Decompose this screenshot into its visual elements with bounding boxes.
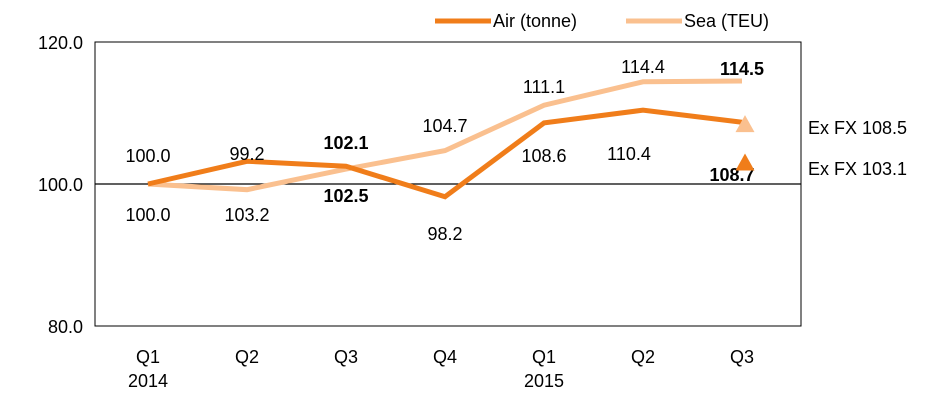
data-label-air: 110.4 — [607, 144, 651, 164]
data-label-sea: 114.5 — [720, 59, 764, 79]
y-tick-label: 100.0 — [38, 175, 83, 195]
data-label-sea: 114.4 — [621, 57, 665, 77]
legend-label: Sea (TEU) — [684, 11, 769, 31]
series-line-air — [147, 107, 743, 200]
legend-label: Air (tonne) — [493, 11, 577, 31]
x-tick-label: Q4 — [433, 347, 457, 367]
x-tick-label: Q1 2014 — [128, 347, 168, 391]
x-tick-label: Q2 — [235, 347, 259, 367]
x-tick-label: Q2 — [631, 347, 655, 367]
ex-fx-label: Ex FX 108.5 — [808, 118, 907, 138]
data-label-sea: 111.1 — [523, 77, 565, 97]
ex-fx-marker — [735, 153, 755, 171]
data-label-sea: 102.1 — [323, 133, 368, 153]
x-tick-label: Q3 — [334, 347, 358, 367]
data-label-sea: 100.0 — [125, 146, 170, 166]
ex-fx-marker — [735, 115, 755, 133]
x-tick-label: Q3 — [730, 347, 754, 367]
data-label-sea: 104.7 — [422, 116, 467, 136]
data-label-air: 100.0 — [125, 205, 170, 225]
data-label-air: 102.5 — [323, 186, 368, 206]
x-tick-label: Q1 2015 — [524, 347, 564, 391]
data-label-air: 103.2 — [224, 205, 269, 225]
series-line-sea — [147, 78, 743, 193]
data-label-air: 108.6 — [521, 146, 566, 166]
ex-fx-label: Ex FX 103.1 — [808, 159, 907, 179]
y-tick-label: 80.0 — [48, 317, 83, 337]
data-label-sea: 99.2 — [229, 144, 264, 164]
data-label-air: 98.2 — [427, 224, 462, 244]
y-tick-label: 120.0 — [38, 33, 83, 53]
